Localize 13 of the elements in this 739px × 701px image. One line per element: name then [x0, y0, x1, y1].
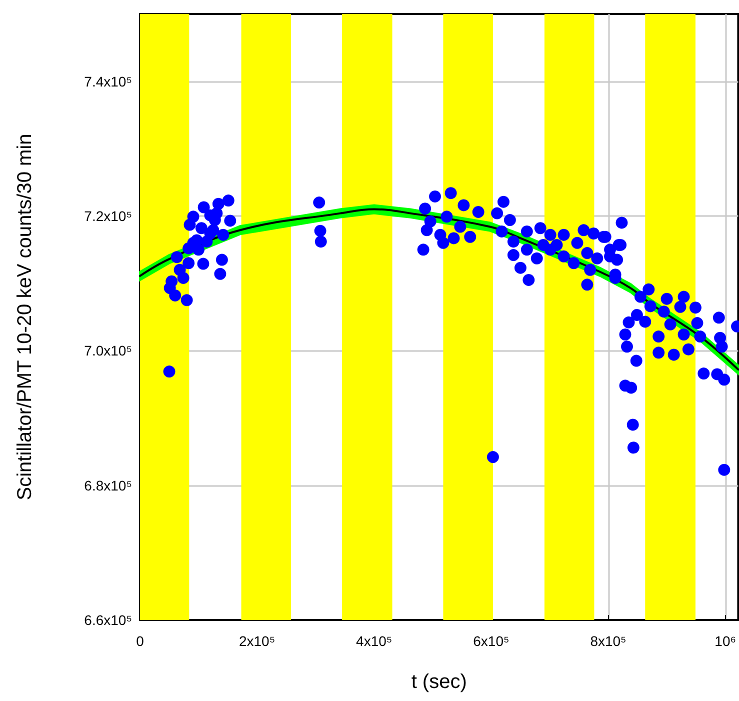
x-tick-label: 10⁶	[714, 633, 736, 649]
y-tick-label: 7.2x10⁵	[84, 208, 132, 224]
x-tick-label: 6x10⁵	[473, 633, 510, 649]
y-axis-title: Scintillator/PMT 10-20 keV counts/30 min	[14, 134, 36, 500]
x-tick-label: 4x10⁵	[356, 633, 392, 649]
y-tick-label: 6.8x10⁵	[84, 477, 132, 494]
x-tick-label: 0	[136, 633, 144, 649]
x-axis-title: t (sec)	[411, 671, 467, 693]
x-tick-label: 2x10⁵	[238, 633, 276, 649]
y-tick-label: 6.6x10⁵	[84, 612, 132, 628]
y-tick-label: 7.4x10⁵	[84, 73, 132, 90]
y-tick-label: 7.0x10⁵	[84, 342, 132, 359]
x-tick-label: 8x10⁵	[590, 633, 626, 649]
